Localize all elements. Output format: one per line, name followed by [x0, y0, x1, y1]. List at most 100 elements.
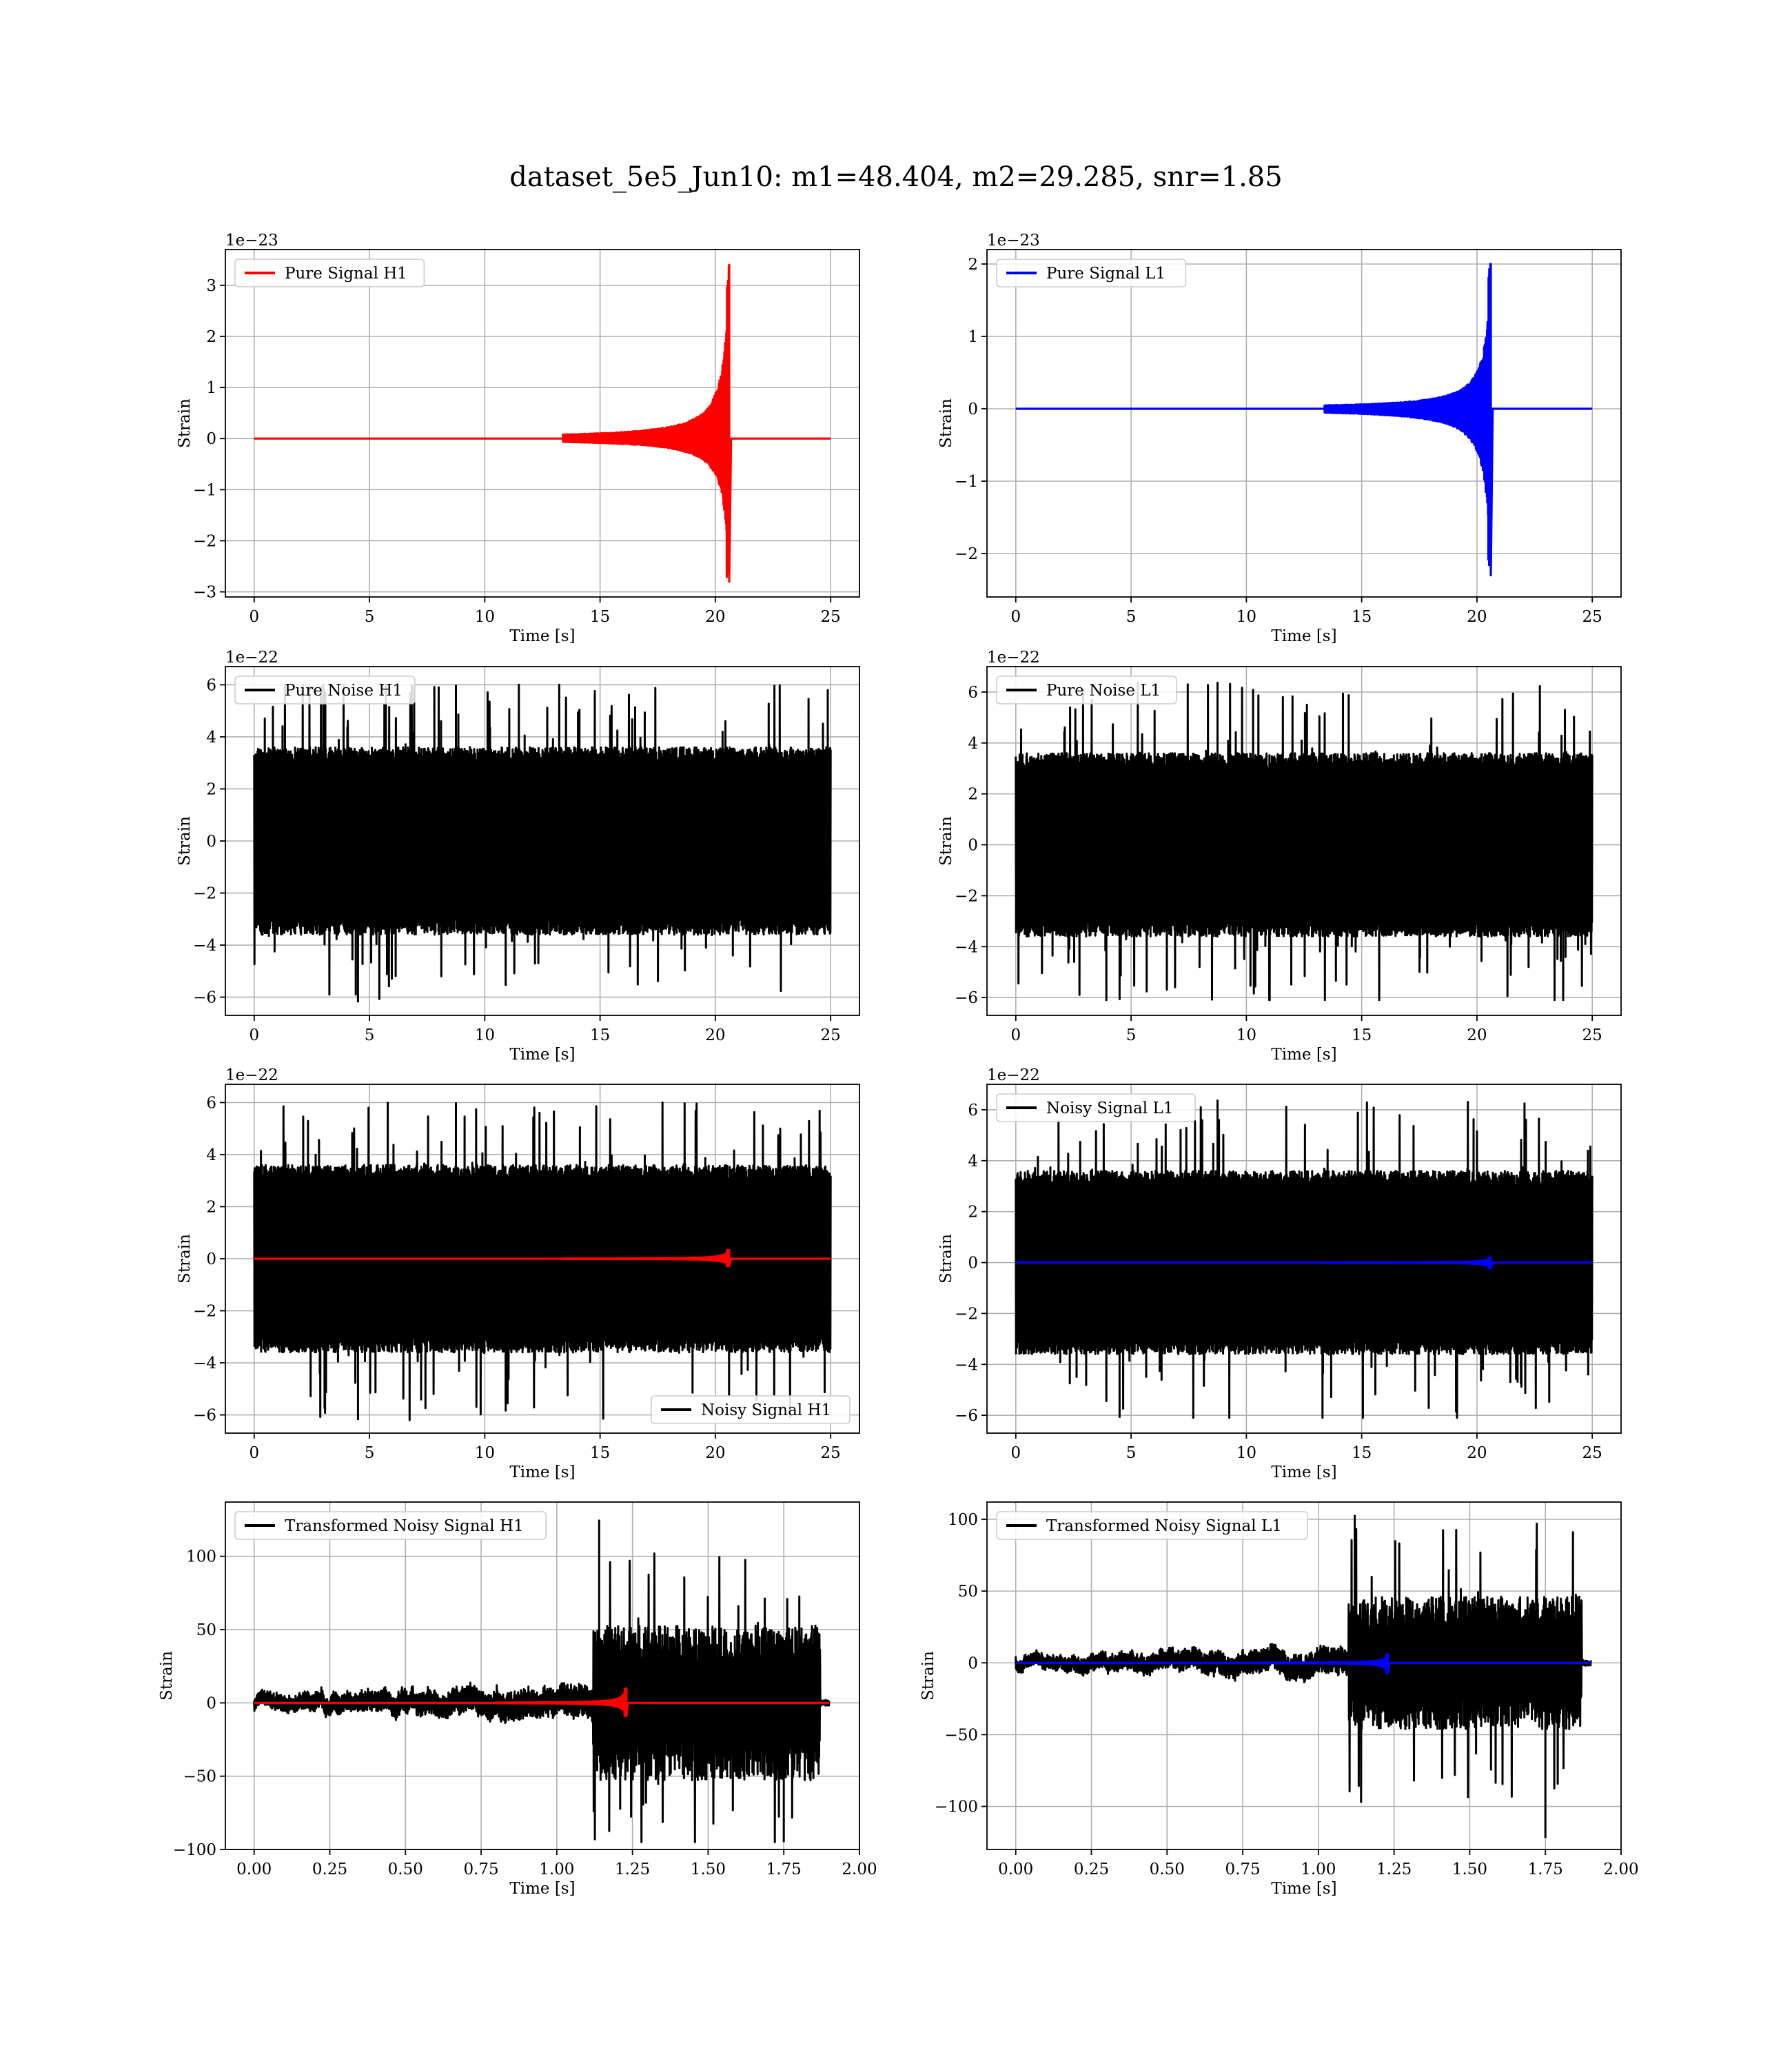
subplot-noisy-signal-l1: 0 5 10 15 20 25 −6 −4 −2 0 2 4 6 1e−22 Time [s] Strain N…	[937, 1066, 1622, 1481]
legend-box	[996, 1511, 1309, 1540]
x-tick-label: 10	[475, 608, 495, 626]
tick-group: 0 5 10 15 20 25 −6 −4 −2 0 2 4 6	[193, 676, 841, 1044]
x-tick-label: 5	[365, 1444, 375, 1462]
y-tick-label: −2	[193, 885, 216, 903]
axis-offset-text: 1e−22	[987, 1066, 1040, 1084]
x-axis-label: Time [s]	[1271, 627, 1336, 645]
x-tick-label: 0.50	[1150, 1861, 1185, 1878]
x-axis-label: Time [s]	[509, 1463, 575, 1481]
y-tick-label: −4	[955, 938, 978, 956]
y-tick-label: −2	[193, 1303, 216, 1321]
y-tick-label: −6	[193, 1407, 216, 1425]
x-tick-label: 2.00	[842, 1861, 877, 1878]
x-tick-label: 15	[1352, 608, 1372, 626]
x-tick-label: 0	[249, 608, 259, 626]
y-axis-label: Strain	[158, 1651, 176, 1701]
subplot-transformed-noisy-signal-l1: 0.00 0.25 0.50 0.75 1.00 1.25 1.50 1.75 2.00 −100…	[919, 1501, 1639, 1898]
y-axis-label: Strain	[176, 398, 194, 448]
y-tick-label: −2	[955, 1305, 978, 1323]
y-tick-label: 0	[206, 833, 216, 851]
x-tick-label: 1.00	[539, 1861, 574, 1878]
signal-series-line	[254, 1687, 830, 1718]
y-tick-label: −1	[193, 481, 216, 499]
x-tick-label: 0.00	[236, 1861, 272, 1878]
x-tick-label: 20	[1467, 1444, 1487, 1462]
legend-box	[234, 258, 425, 287]
x-tick-label: 0.00	[998, 1861, 1033, 1878]
y-tick-label: −100	[935, 1798, 978, 1816]
x-tick-label: 0	[1010, 1026, 1021, 1044]
x-tick-label: 15	[1352, 1444, 1372, 1462]
figure-title: dataset_5e5_Jun10: m1=48.404, m2=29.285,…	[509, 161, 1282, 193]
subplot-pure-noise-h1: 0 5 10 15 20 25 −6 −4 −2 0 2 4 6 1e−22 Time [s] Strain P…	[176, 649, 860, 1064]
signal-series-line	[1015, 1653, 1591, 1674]
y-tick-label: 2	[968, 786, 978, 804]
x-tick-label: 0	[1010, 608, 1021, 626]
legend-label: Transformed Noisy Signal H1	[285, 1517, 524, 1535]
x-tick-label: 0.75	[1225, 1861, 1260, 1878]
x-tick-label: 0	[249, 1444, 259, 1462]
y-tick-label: −2	[193, 532, 216, 550]
tick-group: 0.00 0.25 0.50 0.75 1.00 1.25 1.50 1.75 2.00 −100…	[935, 1511, 1639, 1878]
axes-frame	[986, 249, 1622, 598]
legend: Pure Noise H1	[234, 676, 416, 704]
x-tick-label: 0.25	[312, 1861, 347, 1878]
x-tick-label: 0	[249, 1026, 259, 1044]
x-tick-label: 15	[590, 608, 610, 626]
tick-group: 0 5 10 15 20 25 −2 −1 0 1 2	[955, 256, 1602, 626]
x-tick-label: 20	[705, 608, 725, 626]
legend: Noisy Signal H1	[651, 1395, 851, 1424]
legend-label: Pure Noise L1	[1046, 682, 1161, 700]
series-group	[253, 683, 832, 1003]
x-tick-label: 1.75	[1528, 1861, 1563, 1878]
y-tick-label: 6	[968, 684, 978, 702]
x-tick-label: 1.50	[691, 1861, 726, 1878]
subplot-pure-noise-l1: 0 5 10 15 20 25 −6 −4 −2 0 2 4 6 1e−22 Time [s] Strain P…	[937, 649, 1622, 1064]
y-tick-label: 0	[206, 1250, 216, 1268]
legend-box	[234, 676, 416, 704]
legend-box	[996, 258, 1187, 287]
y-tick-label: 4	[206, 1146, 216, 1164]
axis-offset-text: 1e−22	[987, 649, 1040, 667]
y-tick-label: 2	[206, 328, 216, 346]
tick-group: 0.00 0.25 0.50 0.75 1.00 1.25 1.50 1.75 2.00 −100…	[173, 1548, 877, 1878]
legend-label: Noisy Signal H1	[701, 1401, 831, 1419]
x-tick-label: 5	[365, 608, 375, 626]
y-tick-label: 0	[206, 1694, 216, 1712]
x-tick-label: 0	[1010, 1444, 1021, 1462]
axis-offset-text: 1e−22	[225, 1066, 278, 1084]
axes-frame	[986, 666, 1622, 1016]
tick-group: 0 5 10 15 20 25 −6 −4 −2 0 2 4 6	[955, 684, 1602, 1044]
y-axis-label: Strain	[937, 398, 955, 448]
legend-box	[996, 676, 1177, 704]
x-tick-label: 2.00	[1603, 1861, 1638, 1878]
x-tick-label: 15	[590, 1026, 610, 1044]
y-tick-label: 3	[206, 277, 216, 295]
y-tick-label: 4	[206, 729, 216, 747]
legend: Noisy Signal L1	[996, 1093, 1196, 1122]
x-tick-label: 20	[1467, 1026, 1487, 1044]
x-tick-label: 5	[365, 1026, 375, 1044]
axes-frame	[225, 1501, 860, 1850]
y-tick-label: 50	[196, 1621, 216, 1639]
legend-label: Transformed Noisy Signal L1	[1046, 1517, 1282, 1535]
y-tick-label: 2	[206, 780, 216, 798]
series-group	[254, 263, 831, 583]
axes-frame	[986, 1084, 1622, 1434]
noise-series-line	[1015, 681, 1594, 1002]
y-axis-label: Strain	[919, 1651, 937, 1701]
x-axis-label: Time [s]	[509, 627, 575, 645]
series-group	[253, 1101, 832, 1421]
legend: Pure Signal H1	[234, 258, 425, 287]
y-tick-label: 0	[968, 1255, 978, 1273]
x-tick-label: 5	[1126, 608, 1137, 626]
whitened-series-line	[253, 1519, 831, 1843]
noise-series-line	[253, 1101, 832, 1421]
x-tick-label: 10	[475, 1444, 495, 1462]
legend-box	[234, 1511, 547, 1540]
y-tick-label: 50	[958, 1583, 978, 1601]
legend: Transformed Noisy Signal L1	[996, 1511, 1309, 1540]
x-tick-label: 25	[821, 1026, 841, 1044]
